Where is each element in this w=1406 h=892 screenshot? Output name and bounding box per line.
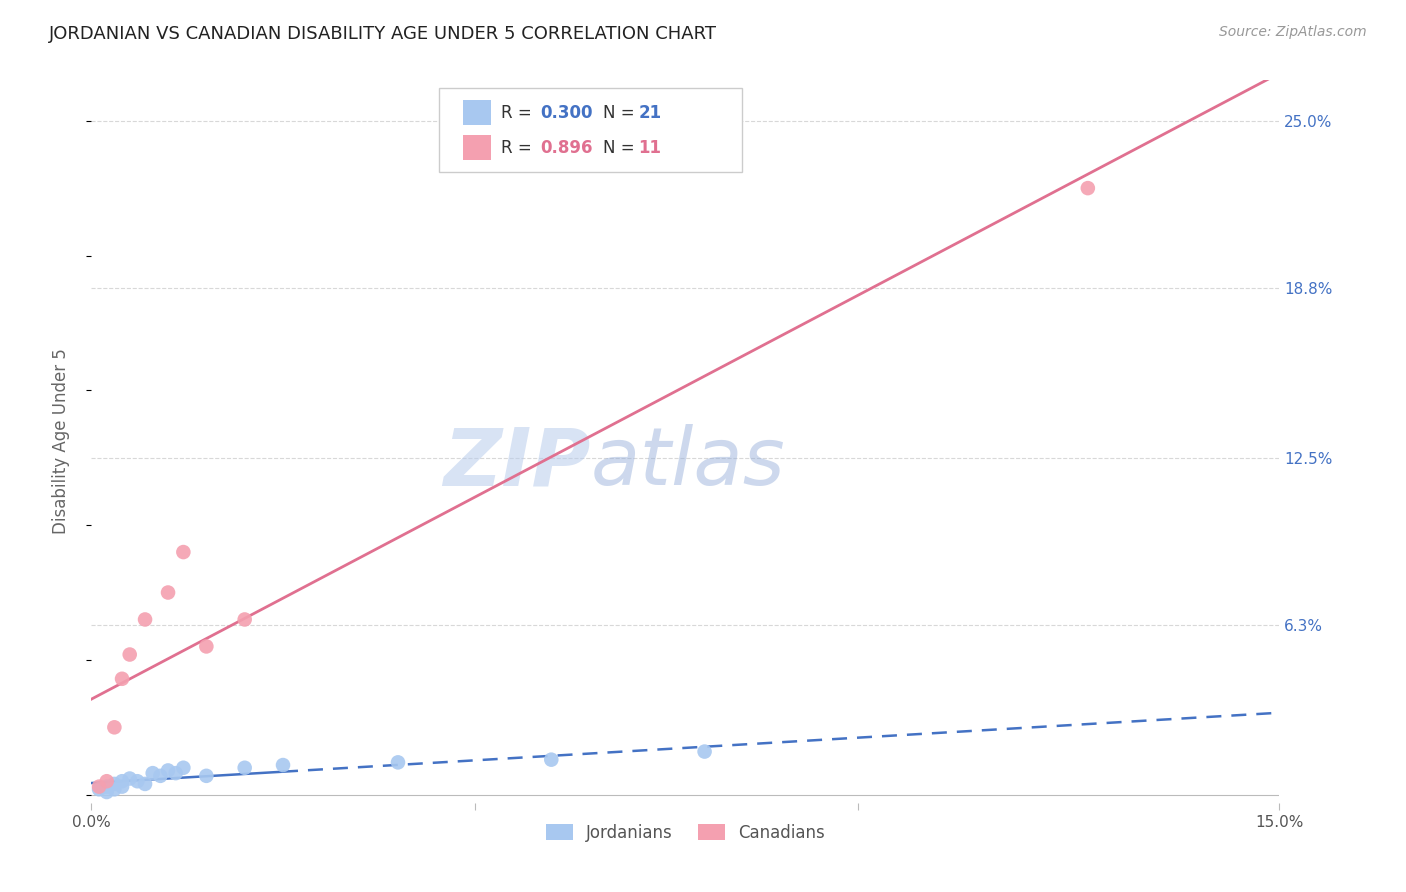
Text: atlas: atlas [591,425,785,502]
Point [134,612,156,626]
Point [233,612,256,626]
Point [693,745,716,759]
Text: R =: R = [501,138,537,156]
Point [165,766,187,780]
Legend: Jordanians, Canadians: Jordanians, Canadians [540,817,831,848]
Point [111,780,134,794]
Point [87,780,110,794]
Point [233,761,256,775]
Text: JORDANIAN VS CANADIAN DISABILITY AGE UNDER 5 CORRELATION CHART: JORDANIAN VS CANADIAN DISABILITY AGE UND… [49,25,717,43]
Point [157,764,180,778]
Point [540,753,562,767]
Point [96,774,118,789]
Point [111,774,134,789]
Point [87,782,110,797]
Text: 11: 11 [638,138,661,156]
Point [103,782,125,797]
Text: N =: N = [603,104,640,122]
Text: Source: ZipAtlas.com: Source: ZipAtlas.com [1219,25,1367,39]
Text: 0.300: 0.300 [540,104,592,122]
Point [142,766,165,780]
Point [195,769,218,783]
Point [103,777,125,791]
Point [172,545,194,559]
Point [134,777,156,791]
Point [1077,181,1099,195]
Point [111,672,134,686]
Point [103,720,125,734]
Y-axis label: Disability Age Under 5: Disability Age Under 5 [52,349,70,534]
Text: 0.896: 0.896 [540,138,592,156]
Point [271,758,294,772]
Point [118,648,141,662]
Point [96,780,118,794]
Text: ZIP: ZIP [443,425,591,502]
Point [387,756,409,770]
Text: R =: R = [501,104,537,122]
Point [157,585,180,599]
Point [195,640,218,654]
Point [127,774,149,789]
Text: N =: N = [603,138,640,156]
Point [172,761,194,775]
Point [96,785,118,799]
Point [118,772,141,786]
Text: 21: 21 [638,104,661,122]
Point [149,769,172,783]
